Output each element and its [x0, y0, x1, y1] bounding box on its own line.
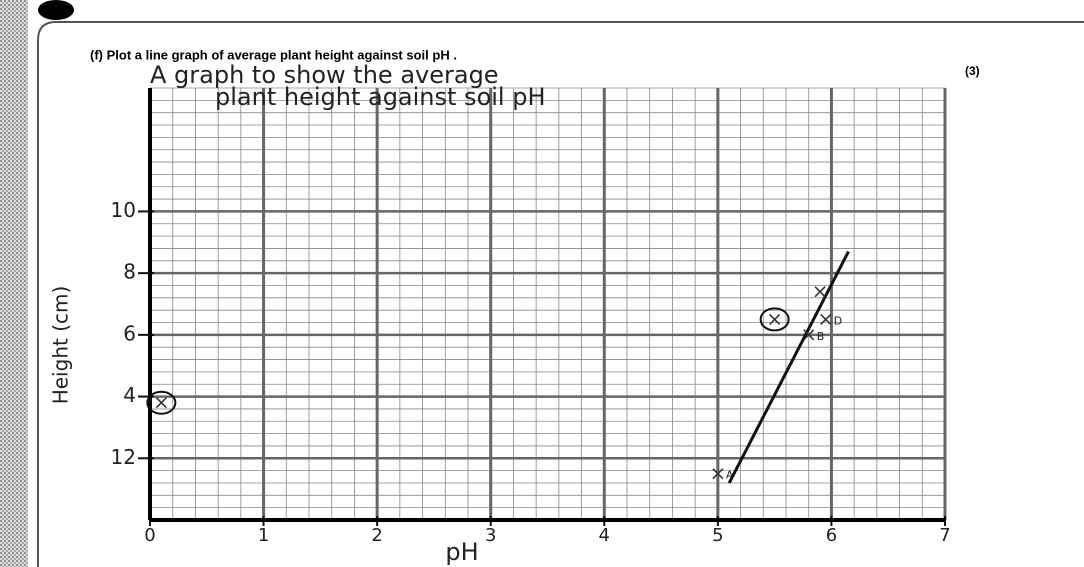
x-tick-label: 5 [712, 525, 723, 546]
x-tick-label: 2 [371, 525, 382, 546]
grid [148, 87, 947, 521]
x-axis-label: pH [445, 538, 478, 566]
y-tick-label: 6 [123, 321, 136, 345]
y-tick-label: 4 [123, 383, 136, 407]
best-fit-line [727, 250, 850, 484]
y-axis-label: Height (cm) [49, 286, 73, 405]
point [820, 313, 832, 325]
blob [38, 0, 74, 20]
x-tick-label: 7 [939, 525, 950, 546]
x-tick-label: 6 [826, 525, 837, 546]
point-label: A [726, 469, 734, 482]
y-tick-label: 8 [123, 260, 136, 284]
point [814, 286, 826, 298]
x-tick-label: 4 [599, 525, 610, 546]
point [803, 329, 815, 341]
x-tick-label: 1 [258, 525, 269, 546]
circled-point [155, 397, 167, 409]
question: (f) Plot a line graph of average plant h… [90, 47, 457, 62]
chart-title: A graph to show the average plant height … [150, 61, 546, 111]
point-label: B [817, 330, 825, 343]
circled-point [769, 313, 781, 325]
y-tick-label: 12 [111, 445, 136, 469]
circle-ring [146, 390, 177, 415]
circle-ring [759, 307, 790, 332]
point-label: D [834, 314, 842, 327]
y-tick-label: 10 [111, 198, 136, 222]
title-line: A graph to show the average [150, 61, 499, 89]
title-line: plant height against soil pH [215, 83, 546, 111]
scan-edge [0, 0, 28, 567]
x-tick-label: 0 [144, 525, 155, 546]
point [712, 468, 724, 480]
marks: (3) [965, 64, 980, 78]
page-border [37, 21, 1084, 567]
x-tick-label: 3 [485, 525, 496, 546]
